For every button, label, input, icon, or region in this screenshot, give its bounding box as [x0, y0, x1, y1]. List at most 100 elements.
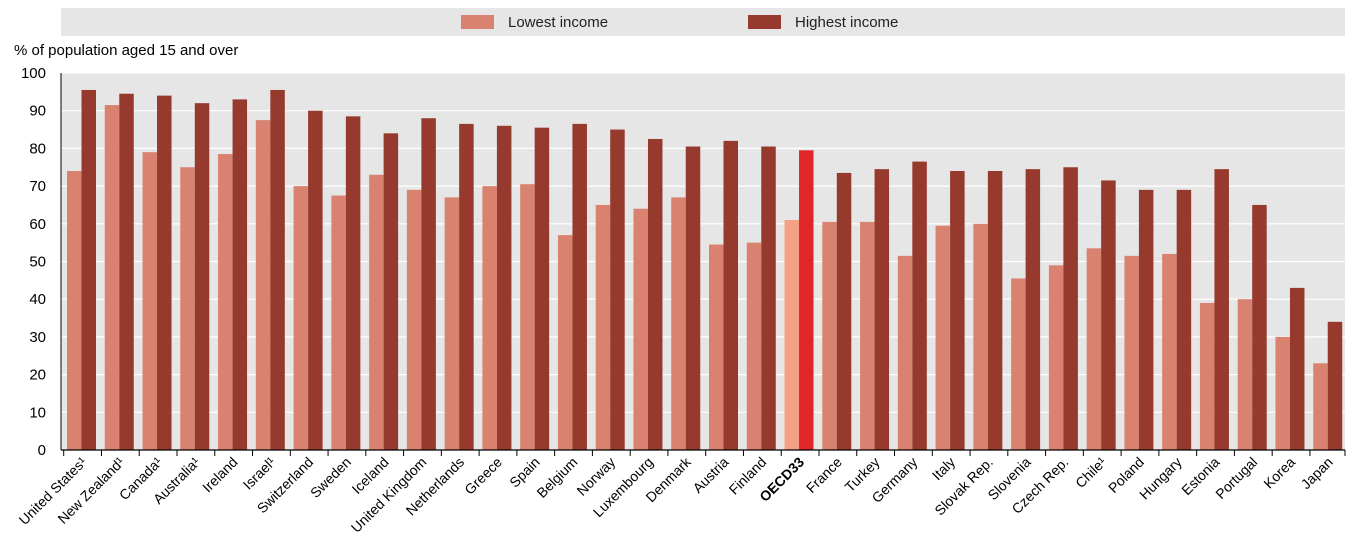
bar-lowest — [482, 186, 497, 450]
bar-highest — [1101, 180, 1116, 450]
bar-lowest — [293, 186, 309, 450]
bar-lowest — [709, 244, 724, 450]
bar-highest — [1138, 189, 1154, 450]
legend-item-highest: Highest income — [748, 8, 898, 36]
bar-lowest — [822, 221, 837, 450]
bar-lowest — [1124, 255, 1139, 450]
y-tick-label: 10 — [29, 404, 46, 421]
bar-highest — [874, 169, 890, 450]
legend-swatch-lowest — [461, 15, 494, 29]
bar-highest — [950, 171, 965, 450]
bar-lowest — [218, 154, 233, 450]
bar-lowest — [1086, 248, 1102, 450]
bar-lowest — [973, 223, 988, 450]
bar-highest — [836, 172, 852, 450]
x-tick-label: France — [803, 454, 845, 496]
bar-highest — [157, 95, 172, 451]
bar-highest — [534, 127, 550, 450]
bar-lowest — [671, 197, 686, 450]
x-tick-label: Ireland — [199, 454, 241, 496]
bar-highest — [1214, 169, 1229, 450]
bar-highest — [912, 161, 927, 450]
bar-highest — [308, 110, 323, 450]
x-tick-label: Chile¹ — [1072, 454, 1109, 491]
y-tick-label: 50 — [29, 254, 46, 271]
bar-highest — [987, 171, 1003, 450]
bar-highest — [685, 146, 701, 450]
bar-lowest — [1199, 302, 1215, 450]
bar-lowest — [369, 174, 384, 451]
bar-highest — [1289, 287, 1305, 450]
y-tick-label: 40 — [29, 291, 46, 308]
bar-lowest — [331, 195, 346, 450]
bar-highest — [572, 123, 587, 451]
bar-highest — [345, 116, 361, 450]
x-tick-label: Japan — [1298, 454, 1336, 492]
x-tick-label: Korea — [1260, 454, 1298, 492]
bar-highest — [723, 140, 738, 451]
bar-highest — [1063, 167, 1078, 450]
bar-lowest — [406, 189, 422, 450]
legend-item-lowest: Lowest income — [461, 8, 608, 36]
bar-lowest — [784, 220, 800, 450]
bar-lowest — [142, 152, 158, 451]
legend: Lowest income Highest income — [61, 8, 1345, 36]
bar-highest — [761, 146, 776, 450]
bar-highest — [1327, 321, 1343, 450]
bar-highest — [1025, 169, 1041, 450]
bar-highest — [1176, 189, 1192, 450]
y-tick-label: 30 — [29, 329, 46, 346]
y-tick-label: 100 — [21, 65, 46, 82]
y-tick-label: 20 — [29, 367, 46, 384]
y-tick-label: 70 — [29, 178, 46, 195]
legend-label-highest: Highest income — [795, 13, 899, 31]
bar-lowest — [1162, 253, 1177, 450]
bar-highest — [421, 118, 436, 451]
x-tick-label: Austria — [689, 454, 731, 496]
bar-lowest — [1048, 265, 1064, 450]
bar-highest — [459, 123, 474, 451]
x-tick-label: Belgium — [533, 454, 580, 501]
bar-highest — [81, 89, 96, 450]
bar-highest — [610, 129, 625, 451]
bar-lowest — [104, 105, 120, 451]
x-tick-label: Sweden — [307, 454, 354, 501]
x-tick-label: Portugal — [1212, 454, 1260, 502]
bar-highest — [647, 138, 663, 450]
y-axis-title: % of population aged 15 and over — [14, 42, 239, 59]
legend-swatch-highest — [748, 15, 781, 29]
bar-highest — [270, 89, 285, 450]
bar-lowest — [1237, 299, 1253, 450]
bar-lowest — [1275, 336, 1290, 450]
bar-lowest — [860, 221, 875, 450]
bar-lowest — [746, 242, 762, 450]
bar-lowest — [557, 235, 573, 450]
bar-lowest — [444, 197, 460, 450]
bar-highest — [194, 103, 210, 450]
y-tick-label: 90 — [29, 103, 46, 120]
bar-highest — [232, 99, 248, 450]
bar-lowest — [1313, 363, 1328, 450]
y-tick-label: 80 — [29, 140, 46, 157]
y-tick-label: 60 — [29, 216, 46, 233]
bar-lowest — [1011, 278, 1026, 450]
bar-highest — [1252, 204, 1267, 450]
bar-highest — [799, 150, 814, 450]
bar-lowest — [595, 204, 611, 450]
legend-label-lowest: Lowest income — [508, 13, 609, 31]
bar-highest — [119, 93, 134, 451]
bar-highest — [383, 133, 399, 450]
bar-lowest — [180, 167, 195, 450]
y-tick-label: 0 — [38, 442, 46, 459]
bar-lowest — [520, 184, 535, 450]
bar-lowest — [67, 171, 82, 450]
bar-lowest — [935, 225, 951, 450]
bar-lowest — [897, 255, 913, 450]
bar-lowest — [633, 208, 648, 450]
bar-highest — [496, 125, 512, 450]
x-tick-label: Hungary — [1136, 454, 1185, 503]
x-tick-label: Italy — [929, 454, 958, 483]
x-tick-label: Greece — [461, 454, 505, 498]
